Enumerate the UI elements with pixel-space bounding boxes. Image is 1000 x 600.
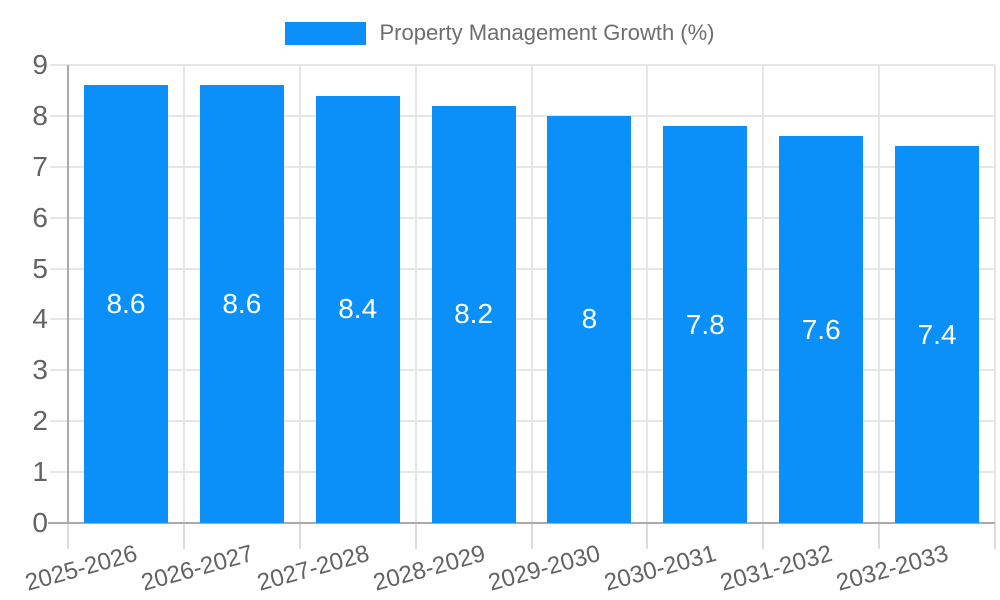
x-axis-tick xyxy=(414,524,417,549)
y-axis-tick-label: 6 xyxy=(32,201,48,233)
bar[interactable] xyxy=(547,115,632,523)
bar-value-label: 8.2 xyxy=(454,298,494,330)
legend-label: Property Management Growth (%) xyxy=(379,20,715,45)
x-axis-tick xyxy=(530,524,533,549)
bar[interactable] xyxy=(315,95,400,523)
bar-value-label: 8.6 xyxy=(106,288,146,320)
bar[interactable] xyxy=(663,126,748,523)
bar-value-label: 8.4 xyxy=(338,293,378,325)
y-gridline xyxy=(50,64,995,66)
x-axis-line xyxy=(48,522,995,524)
bar-value-label: 8 xyxy=(581,303,598,335)
y-axis-tick-label: 0 xyxy=(32,507,48,538)
bar[interactable] xyxy=(431,105,516,523)
y-axis-tick-label: 7 xyxy=(32,150,48,182)
y-axis-tick-label: 9 xyxy=(32,49,48,80)
x-axis-tick-label: 2025-2026 xyxy=(22,540,141,597)
bar[interactable] xyxy=(895,146,980,523)
x-axis-tick xyxy=(994,524,996,549)
bar-value-label: 7.4 xyxy=(917,318,957,350)
x-gridline xyxy=(994,65,996,523)
bar-value-label: 8.6 xyxy=(222,288,262,320)
y-axis-tick-label: 3 xyxy=(32,354,48,386)
bar-value-label: 7.8 xyxy=(685,308,725,340)
y-axis-line xyxy=(67,65,69,523)
x-axis-tick xyxy=(67,524,69,549)
x-axis-tick xyxy=(762,524,765,549)
bar[interactable] xyxy=(83,85,168,523)
bar[interactable] xyxy=(199,85,284,523)
y-gridline xyxy=(50,318,995,321)
x-axis-tick xyxy=(646,524,649,549)
y-axis-tick-label: 5 xyxy=(32,252,48,284)
x-axis-tick xyxy=(298,524,301,549)
y-axis-tick-label: 4 xyxy=(32,303,48,335)
x-gridline xyxy=(762,65,765,523)
y-gridline xyxy=(50,369,995,372)
bar-value-label: 7.6 xyxy=(801,313,841,345)
x-gridline xyxy=(298,65,301,523)
y-gridline xyxy=(50,216,995,219)
legend-swatch-icon xyxy=(285,21,367,45)
x-gridline xyxy=(646,65,649,523)
bar[interactable] xyxy=(779,136,864,523)
x-gridline xyxy=(530,65,533,523)
y-axis-tick-label: 2 xyxy=(32,405,48,437)
x-axis-tick xyxy=(182,524,185,549)
y-axis-tick-label: 8 xyxy=(32,99,48,131)
y-gridline xyxy=(50,471,995,474)
x-gridline xyxy=(414,65,417,523)
x-axis-tick-anchor: 2032-2033 xyxy=(833,540,1000,597)
y-gridline xyxy=(50,420,995,423)
y-gridline xyxy=(50,165,995,168)
x-gridline xyxy=(878,65,881,523)
x-gridline xyxy=(182,65,185,523)
chart-legend: Property Management Growth (%) xyxy=(0,19,1000,47)
y-gridline xyxy=(50,114,995,117)
x-axis-tick xyxy=(878,524,881,549)
y-axis-tick-label: 1 xyxy=(32,456,48,488)
y-gridline xyxy=(50,267,995,270)
